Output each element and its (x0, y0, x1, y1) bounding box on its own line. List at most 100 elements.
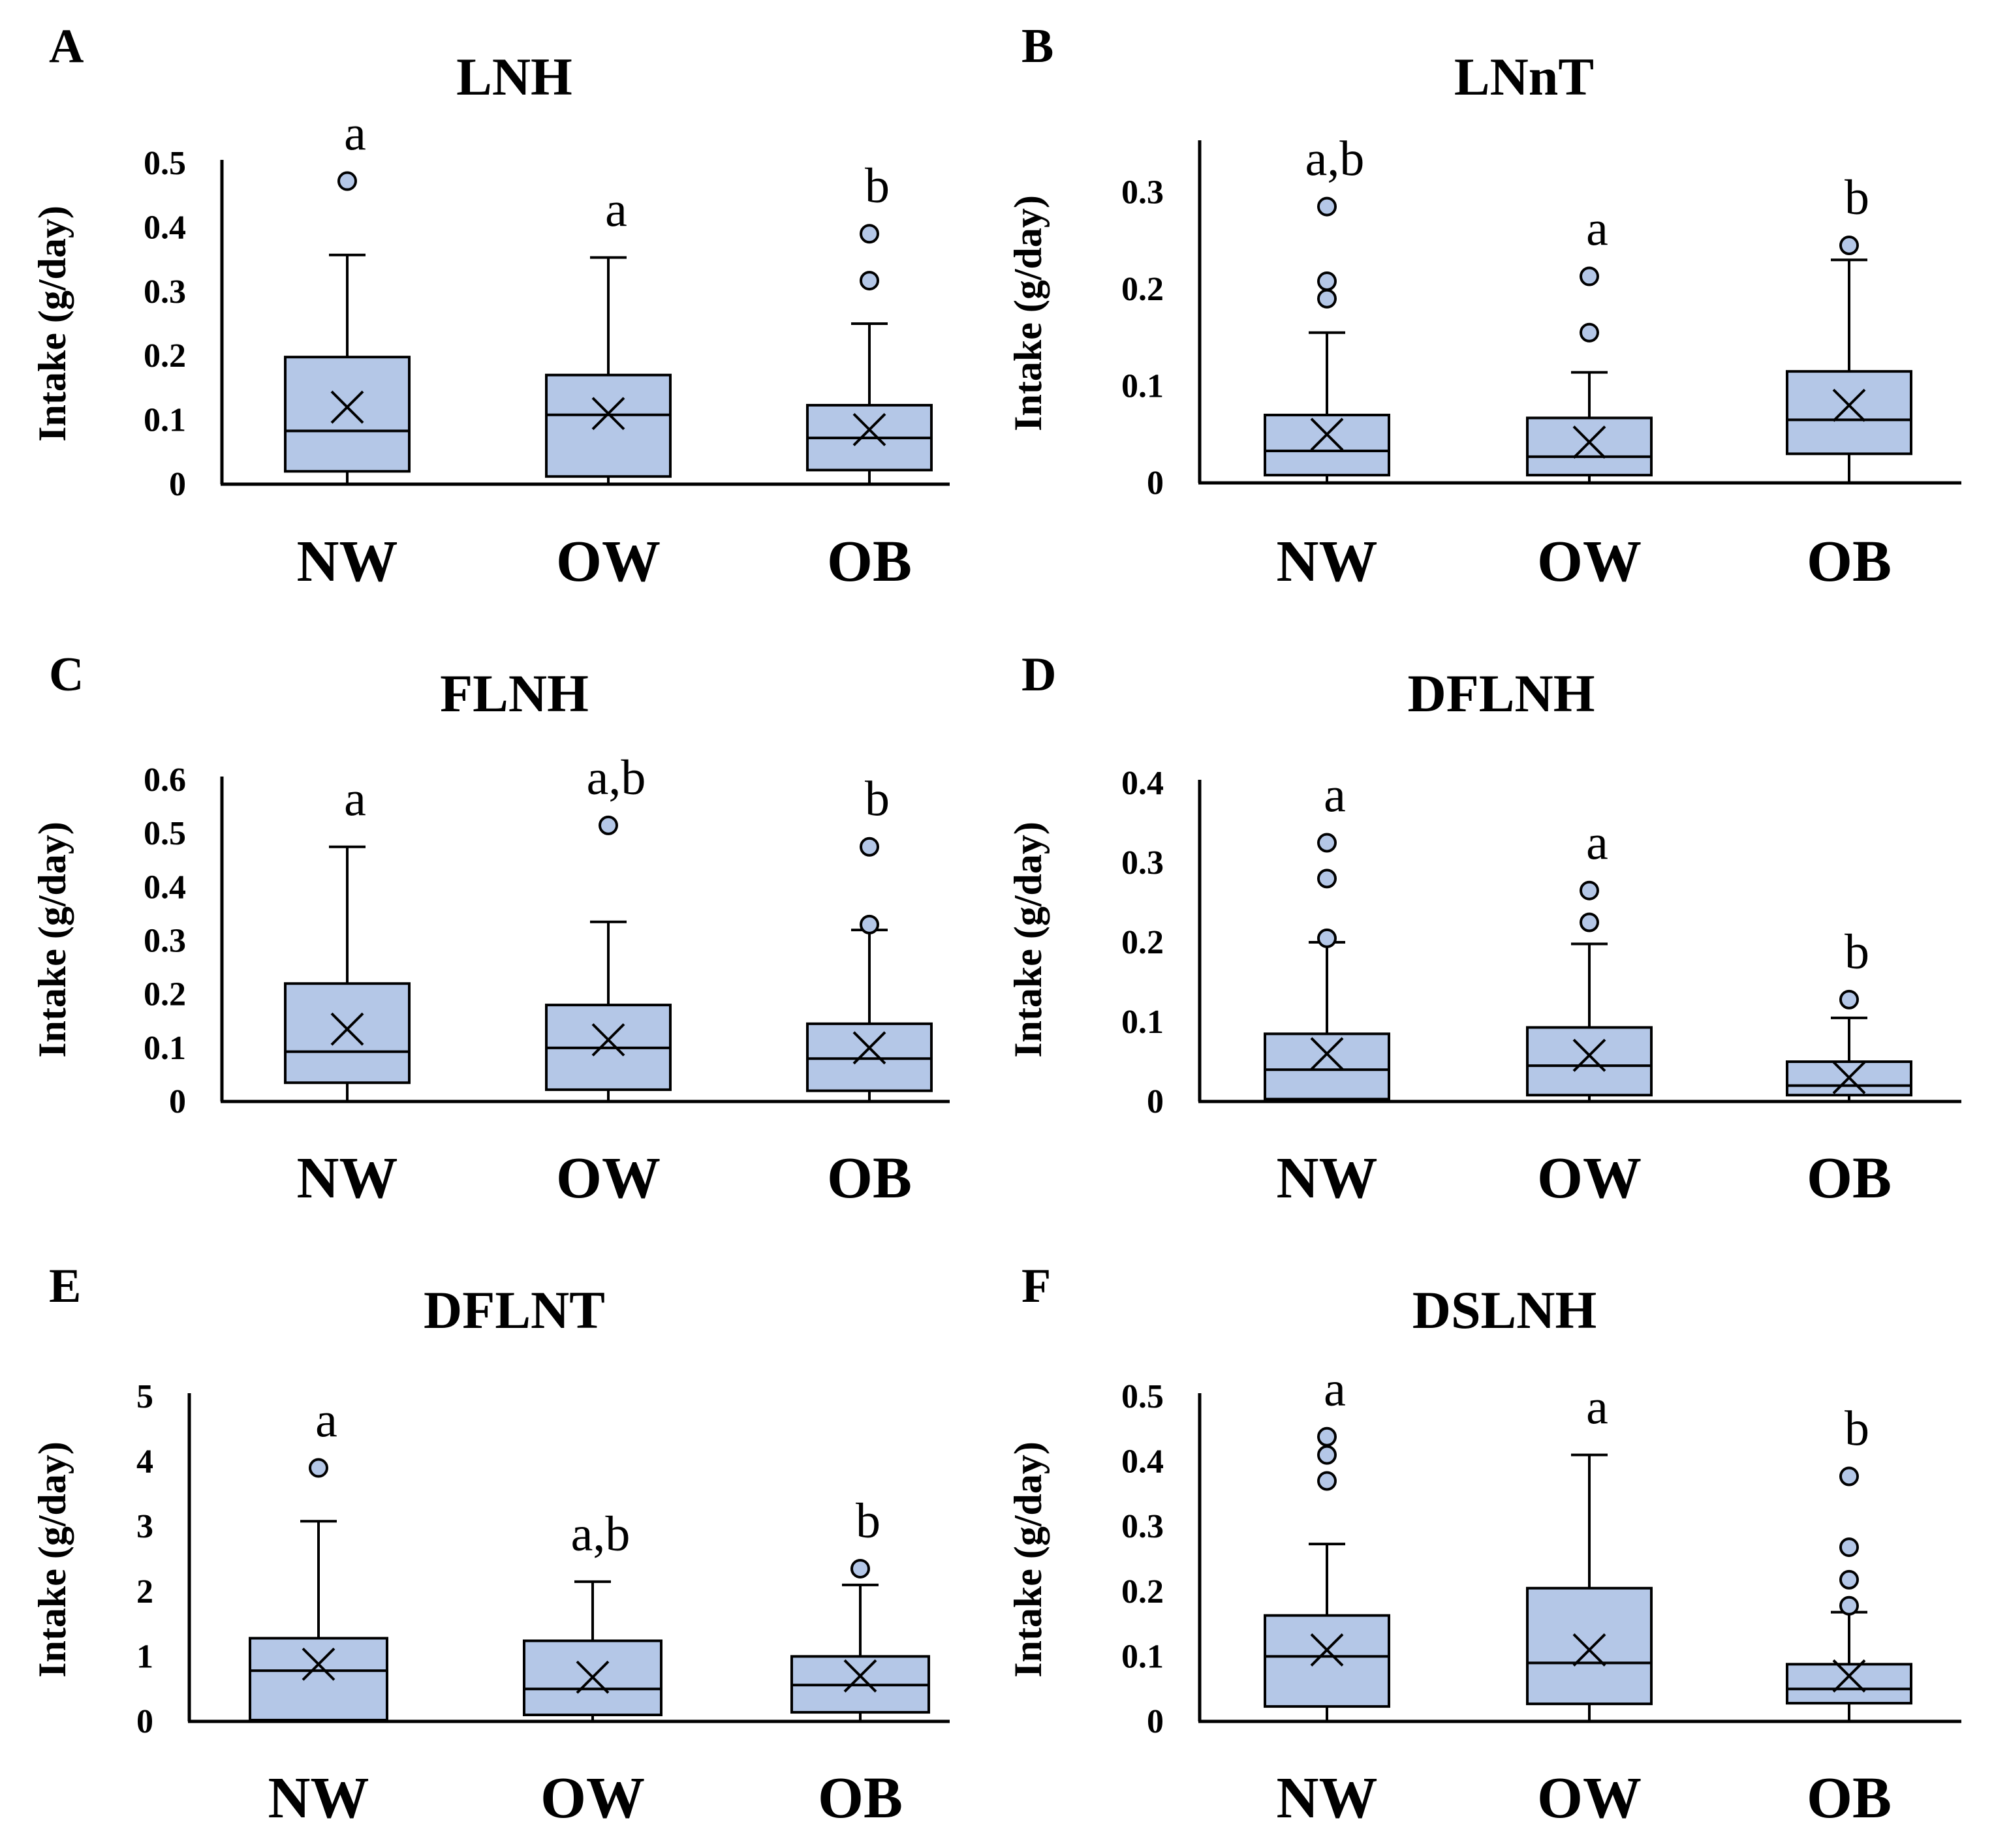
panel-title: DFLNT (424, 1280, 605, 1340)
y-tick-label: 0 (1147, 1083, 1164, 1120)
y-axis-title: Intake (g/day) (1006, 195, 1050, 431)
outlier-point (1839, 1569, 1859, 1590)
outlier-point (860, 914, 879, 934)
outlier-point (1317, 869, 1337, 889)
y-tick-label: 0 (1147, 1703, 1164, 1740)
panel-letter: E (49, 1259, 81, 1313)
panel-title: LNnT (1454, 47, 1594, 106)
panel-f: F DSLNH Intake (g/day) 0 0.1 0.2 0.3 0.4 0.5 a NW a… (1006, 1259, 1961, 1830)
significance-label: a (1586, 816, 1608, 870)
category-label: OW (1537, 529, 1642, 594)
significance-label: b (1845, 170, 1869, 225)
box-iqr (1526, 1026, 1653, 1097)
category-label: NW (268, 1766, 369, 1830)
significance-label: a,b (571, 1507, 631, 1562)
mean-marker (1572, 1038, 1606, 1072)
category-label: OW (1537, 1766, 1642, 1830)
category-label: OB (818, 1766, 903, 1830)
mean-marker (1832, 1060, 1866, 1094)
box-nw: a,b (1264, 132, 1390, 483)
y-tick-label: 0.4 (144, 869, 186, 906)
panel-letter: F (1021, 1259, 1051, 1313)
significance-label: b (865, 159, 890, 213)
category-label: OW (540, 1766, 645, 1830)
outlier-point (599, 815, 618, 835)
significance-label: b (856, 1494, 880, 1548)
box-iqr (1526, 1586, 1653, 1706)
outlier-point (860, 271, 879, 291)
panel-letter: B (1021, 20, 1053, 73)
panel-letter: C (49, 648, 84, 701)
category-label: OB (827, 1146, 912, 1210)
significance-label: a (1324, 768, 1346, 823)
y-tick-label: 0.3 (144, 273, 186, 311)
significance-label: a,b (587, 750, 646, 805)
y-tick-label: 0.5 (144, 815, 186, 852)
outlier-point (1317, 1471, 1337, 1491)
mean-marker (591, 1023, 625, 1056)
significance-label: a (1586, 202, 1608, 256)
box-ob: b (1786, 170, 1912, 483)
box-nw: a (1264, 768, 1390, 1101)
outlier-point (1317, 271, 1337, 291)
box-ob: b (790, 1494, 930, 1721)
mean-marker (1832, 388, 1866, 422)
outlier-point (860, 224, 879, 244)
y-tick-label: 3 (136, 1508, 153, 1545)
box-iqr (284, 982, 411, 1085)
significance-label: a (1324, 1362, 1346, 1417)
category-label: OW (556, 1146, 661, 1210)
box-ow: a (545, 183, 672, 484)
y-axis-title: Intake (g/day) (31, 206, 74, 442)
category-label: OB (1807, 529, 1892, 594)
y-tick-label: 0.3 (1121, 174, 1164, 211)
category-label: OB (1807, 1146, 1892, 1210)
box-iqr (1264, 414, 1390, 477)
mean-marker (843, 1659, 877, 1693)
significance-label: b (1845, 925, 1869, 979)
box-iqr (1786, 1663, 1912, 1705)
box-iqr (1786, 370, 1912, 455)
outlier-point (1317, 1426, 1337, 1447)
box-iqr (284, 356, 411, 473)
box-ow: a (1526, 1380, 1653, 1721)
y-tick-label: 0.3 (1121, 1508, 1164, 1545)
panel-letter: A (49, 20, 84, 73)
outlier-point (1580, 322, 1599, 343)
significance-label: b (865, 772, 890, 827)
mean-marker (330, 1012, 364, 1046)
panel-c: C FLNH Intake (g/day) 0 0.1 0.2 0.3 0.4 0.5 0.6 a N… (31, 648, 950, 1210)
box-ow: a (1526, 816, 1653, 1101)
box-iqr (806, 1022, 933, 1092)
y-tick-label: 0.2 (144, 976, 186, 1013)
mean-marker (576, 1660, 610, 1694)
significance-label: b (1845, 1402, 1869, 1456)
category-label: OW (1537, 1146, 1642, 1210)
panel-title: LNH (456, 47, 572, 106)
outlier-point (1317, 288, 1337, 309)
box-ow: a,b (545, 750, 672, 1101)
box-nw: a (284, 106, 411, 484)
panel-letter: D (1021, 648, 1056, 701)
box-nw: a (249, 1393, 388, 1722)
y-tick-label: 0.1 (144, 402, 186, 439)
box-iqr (1264, 1614, 1390, 1708)
category-label: NW (1277, 529, 1378, 594)
box-iqr (249, 1637, 388, 1722)
outlier-point (337, 171, 357, 191)
panel-a: A LNH Intake (g/day) 0 0.1 0.2 0.3 0.4 0.5 a NW a OW… (31, 20, 950, 594)
y-axis-title: Intake (g/day) (1006, 1441, 1050, 1678)
y-axis-title: Intake (g/day) (31, 1441, 74, 1678)
outlier-point (1580, 880, 1599, 901)
panel-d: D DFLNH Intake (g/day) 0 0.1 0.2 0.3 0.4 a NW a OW b… (1006, 648, 1961, 1210)
mean-marker (1310, 1633, 1344, 1667)
box-ob: b (1786, 1402, 1912, 1721)
box-ob: b (806, 772, 933, 1101)
y-tick-label: 0.2 (1121, 924, 1164, 961)
significance-label: a (315, 1393, 337, 1448)
y-tick-label: 0.4 (1121, 1443, 1164, 1481)
panel-b: B LNnT Intake (g/day) 0 0.1 0.2 0.3 a,b NW a OW b OB (1006, 20, 1961, 594)
mean-marker (1572, 425, 1606, 459)
y-tick-label: 0.1 (1121, 367, 1164, 405)
